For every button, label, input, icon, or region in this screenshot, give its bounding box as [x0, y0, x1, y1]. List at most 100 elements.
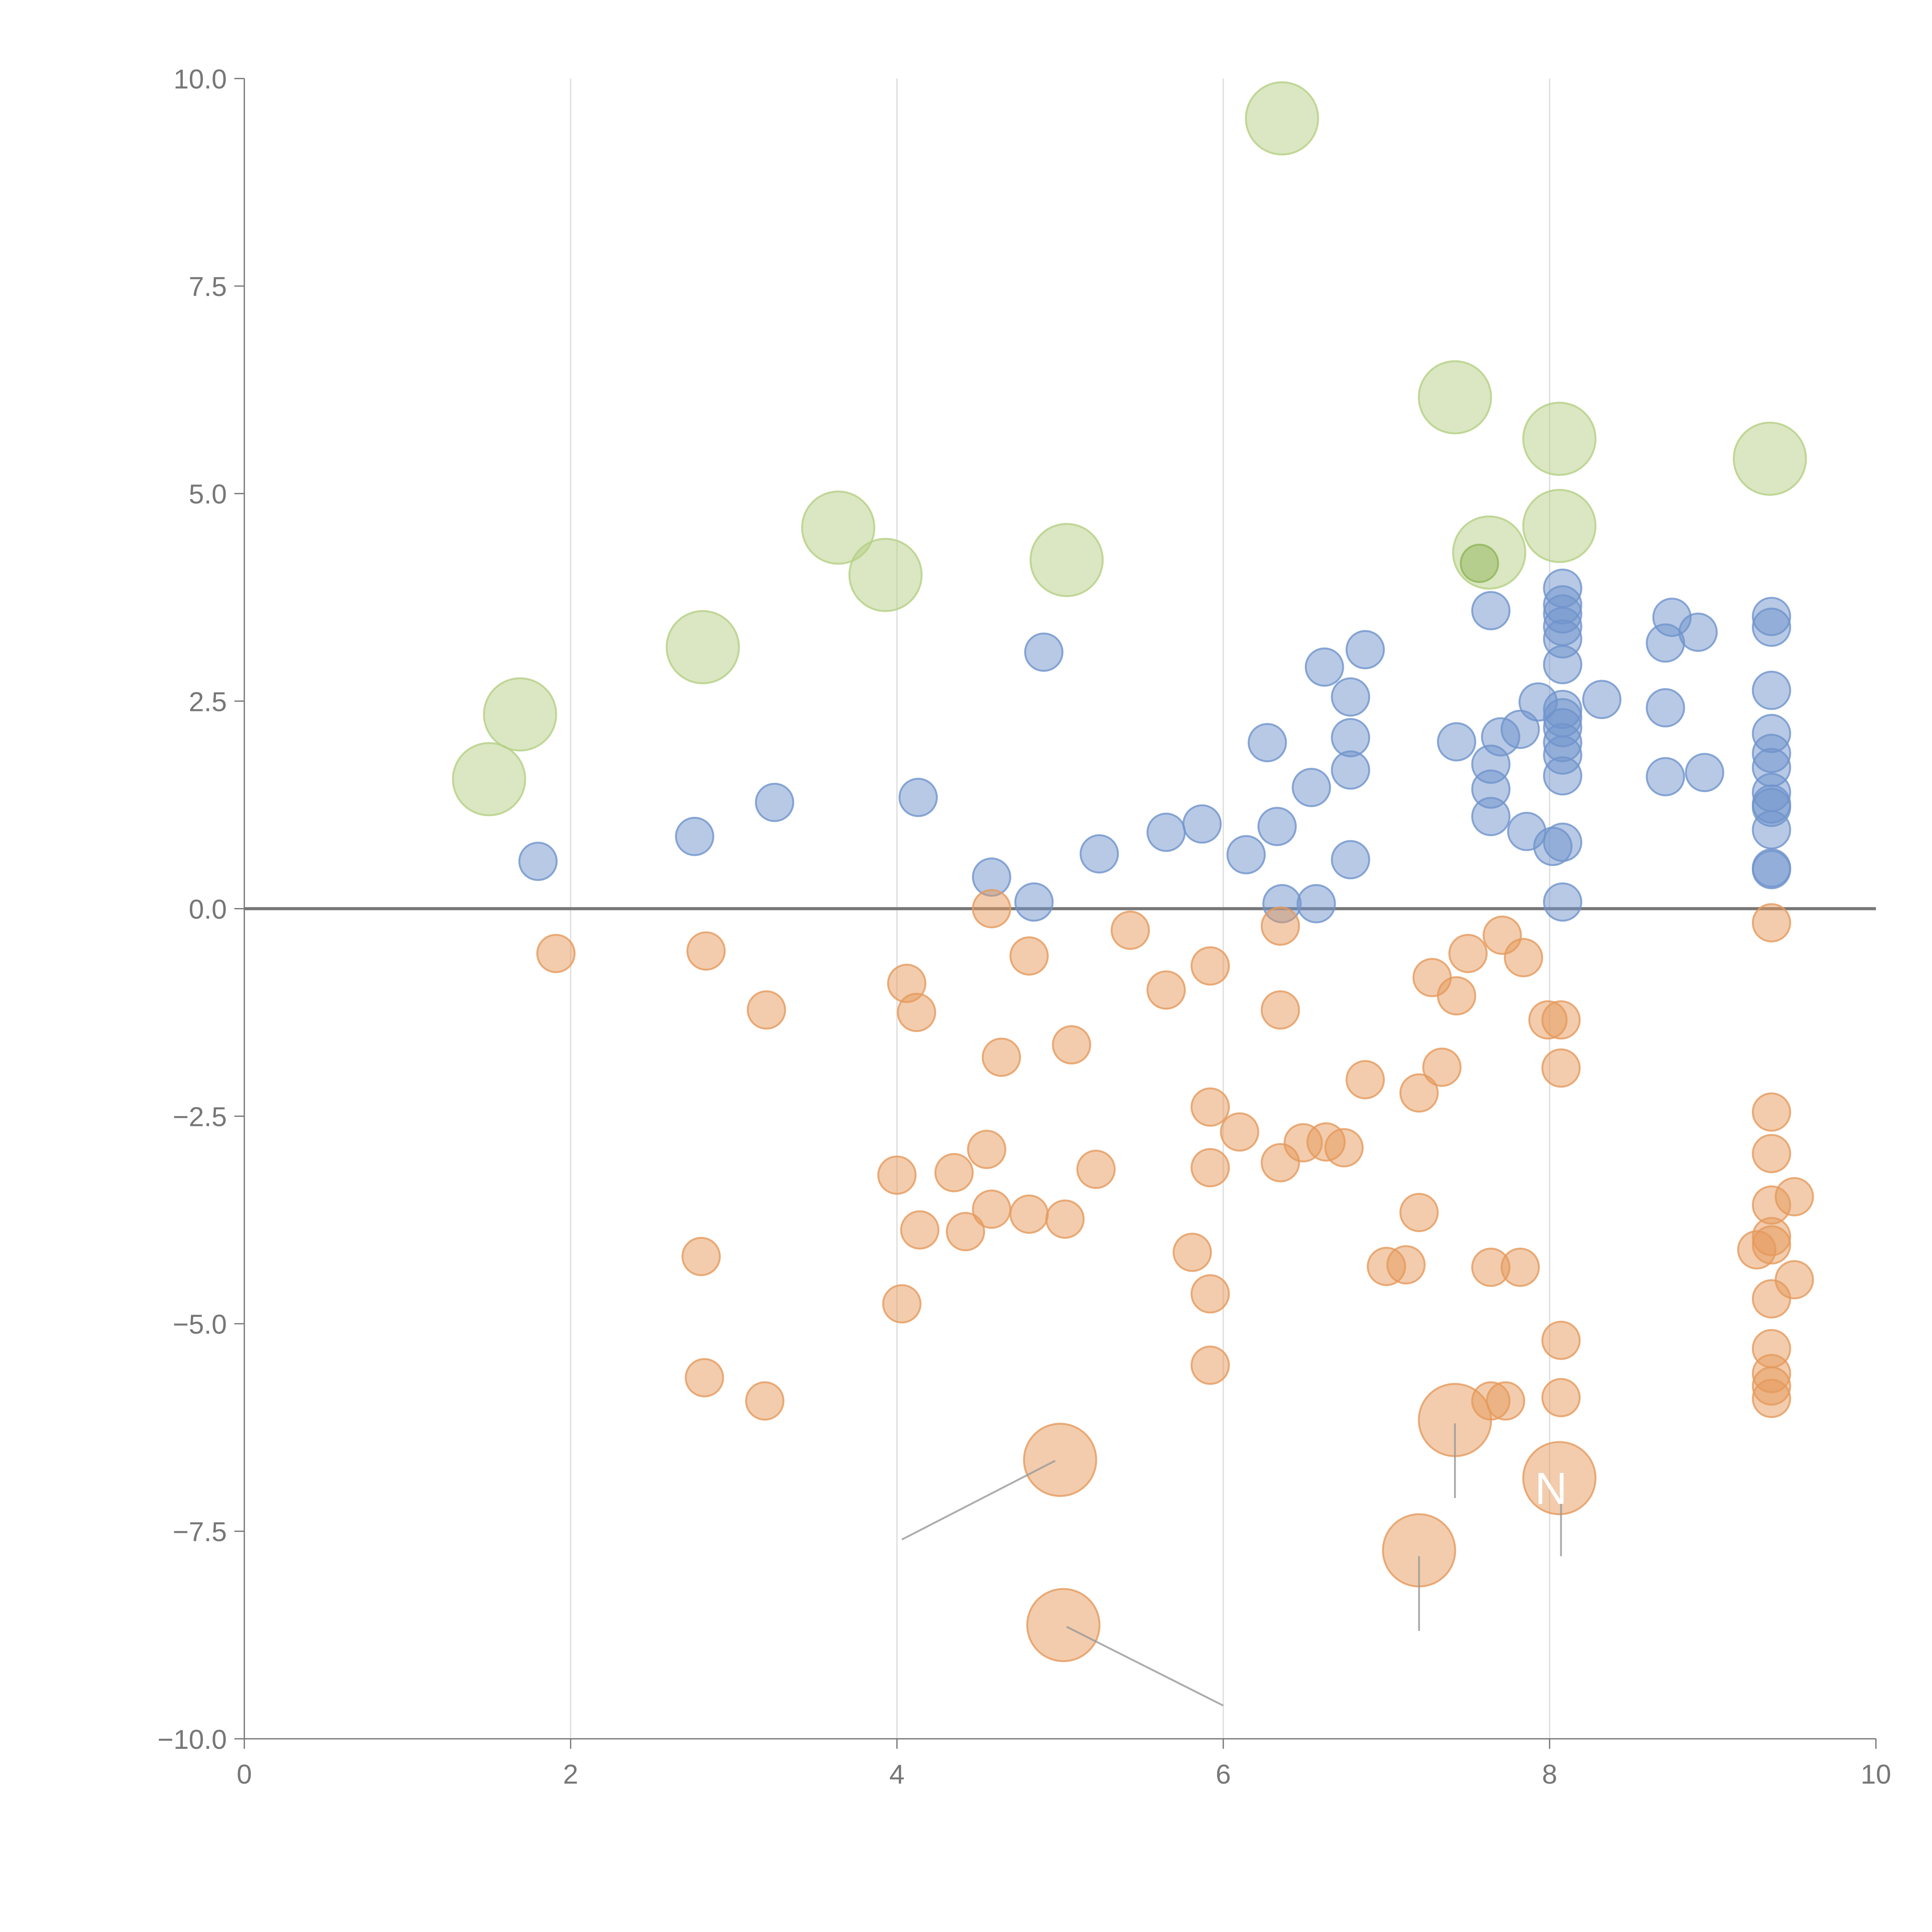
orange-large-point — [1522, 1441, 1597, 1515]
blue-point — [1752, 810, 1791, 850]
orange-point — [1399, 1193, 1439, 1232]
orange-point — [1541, 1048, 1581, 1088]
orange-point — [1111, 910, 1150, 950]
leader-line — [901, 1460, 1056, 1541]
orange-point — [1541, 1320, 1581, 1360]
orange-point — [934, 1153, 974, 1192]
orange-point — [1386, 1245, 1426, 1285]
blue-point — [1146, 813, 1186, 852]
orange-point — [1172, 1233, 1212, 1272]
orange-point — [972, 1189, 1012, 1229]
blue-point — [1024, 632, 1064, 672]
orange-point — [747, 990, 786, 1030]
blue-point — [1304, 647, 1344, 687]
x-tick-label: 8 — [1542, 1759, 1557, 1790]
green-large-point — [1522, 401, 1597, 476]
green-large-point — [1733, 422, 1807, 496]
blue-point — [898, 777, 938, 817]
green-large-point — [848, 537, 923, 612]
orange-point — [681, 1236, 721, 1276]
y-tick-label: 0.0 — [189, 894, 227, 925]
orange-point — [1045, 1199, 1085, 1239]
orange-point — [981, 1037, 1021, 1077]
green-large-point — [1029, 523, 1104, 597]
green-large-point — [665, 610, 740, 684]
orange-point — [1500, 1247, 1540, 1287]
green-large-point — [483, 677, 557, 752]
orange-point — [1220, 1112, 1259, 1152]
blue-point — [1685, 753, 1725, 793]
blue-point — [1678, 612, 1718, 652]
orange-point — [877, 1155, 917, 1195]
blue-point — [1292, 768, 1331, 807]
orange-point — [1486, 1381, 1526, 1421]
x-tick-label: 2 — [563, 1759, 578, 1790]
orange-point — [1448, 934, 1488, 973]
blue-point — [1014, 882, 1054, 922]
orange-point — [1345, 1060, 1385, 1099]
orange-point — [1052, 1025, 1091, 1065]
orange-point — [1541, 1000, 1581, 1040]
orange-point — [1190, 1345, 1230, 1385]
blue-point — [1646, 757, 1685, 796]
orange-point — [1752, 903, 1791, 942]
y-tick-label: −7.5 — [173, 1517, 227, 1548]
y-tick-label: −2.5 — [173, 1102, 227, 1133]
blue-point — [1471, 797, 1511, 836]
orange-point — [745, 1381, 785, 1421]
orange-point — [1774, 1177, 1814, 1216]
orange-point — [1009, 1194, 1049, 1234]
orange-point — [1190, 1087, 1230, 1127]
orange-large-point — [1026, 1588, 1100, 1662]
orange-point — [685, 1358, 724, 1398]
blue-point — [1752, 670, 1791, 710]
green-large-point — [801, 490, 876, 565]
blue-point — [1080, 834, 1119, 874]
y-tick-label: 10.0 — [173, 64, 227, 95]
orange-point — [1752, 1134, 1791, 1173]
y-tick-label: −10.0 — [158, 1725, 227, 1755]
blue-point — [1752, 850, 1791, 889]
orange-point — [1009, 936, 1049, 976]
orange-point — [1752, 1092, 1791, 1132]
x-tick-label: 10 — [1861, 1759, 1891, 1790]
orange-point — [1503, 938, 1543, 978]
orange-point — [536, 934, 576, 973]
orange-point — [972, 889, 1012, 929]
blue-point — [1543, 822, 1582, 862]
blue-point — [1582, 680, 1622, 719]
orange-point — [1752, 1379, 1791, 1418]
blue-point — [1437, 722, 1476, 762]
blue-point — [1500, 709, 1540, 749]
blue-point — [1226, 835, 1266, 874]
orange-point — [1324, 1128, 1364, 1168]
orange-point — [1146, 970, 1186, 1010]
orange-point — [967, 1129, 1007, 1169]
blue-point — [675, 816, 714, 856]
blue-point — [1543, 756, 1582, 796]
annotation-label: N — [1535, 1463, 1567, 1514]
blue-point — [1182, 804, 1222, 844]
blue-point — [1543, 645, 1582, 684]
blue-point — [1752, 607, 1791, 647]
green-large-point — [1522, 489, 1597, 563]
orange-point — [897, 993, 936, 1032]
orange-point — [946, 1212, 985, 1252]
y-tick-label: 7.5 — [189, 272, 227, 302]
orange-point — [900, 1210, 940, 1250]
green-large-point — [452, 742, 526, 816]
orange-point — [1190, 1148, 1230, 1187]
x-tick-label: 6 — [1216, 1759, 1231, 1790]
orange-point — [882, 1284, 922, 1324]
green-large-point — [1245, 81, 1319, 156]
annotations: N — [901, 1423, 1567, 1707]
orange-point — [1190, 946, 1230, 986]
blue-point — [755, 782, 794, 822]
green-small-point — [1459, 544, 1499, 583]
blue-point — [1543, 882, 1582, 922]
orange-point — [1437, 976, 1476, 1015]
orange-large-point — [1023, 1423, 1097, 1497]
y-tick-label: 2.5 — [189, 687, 227, 717]
orange-point — [1422, 1048, 1462, 1087]
